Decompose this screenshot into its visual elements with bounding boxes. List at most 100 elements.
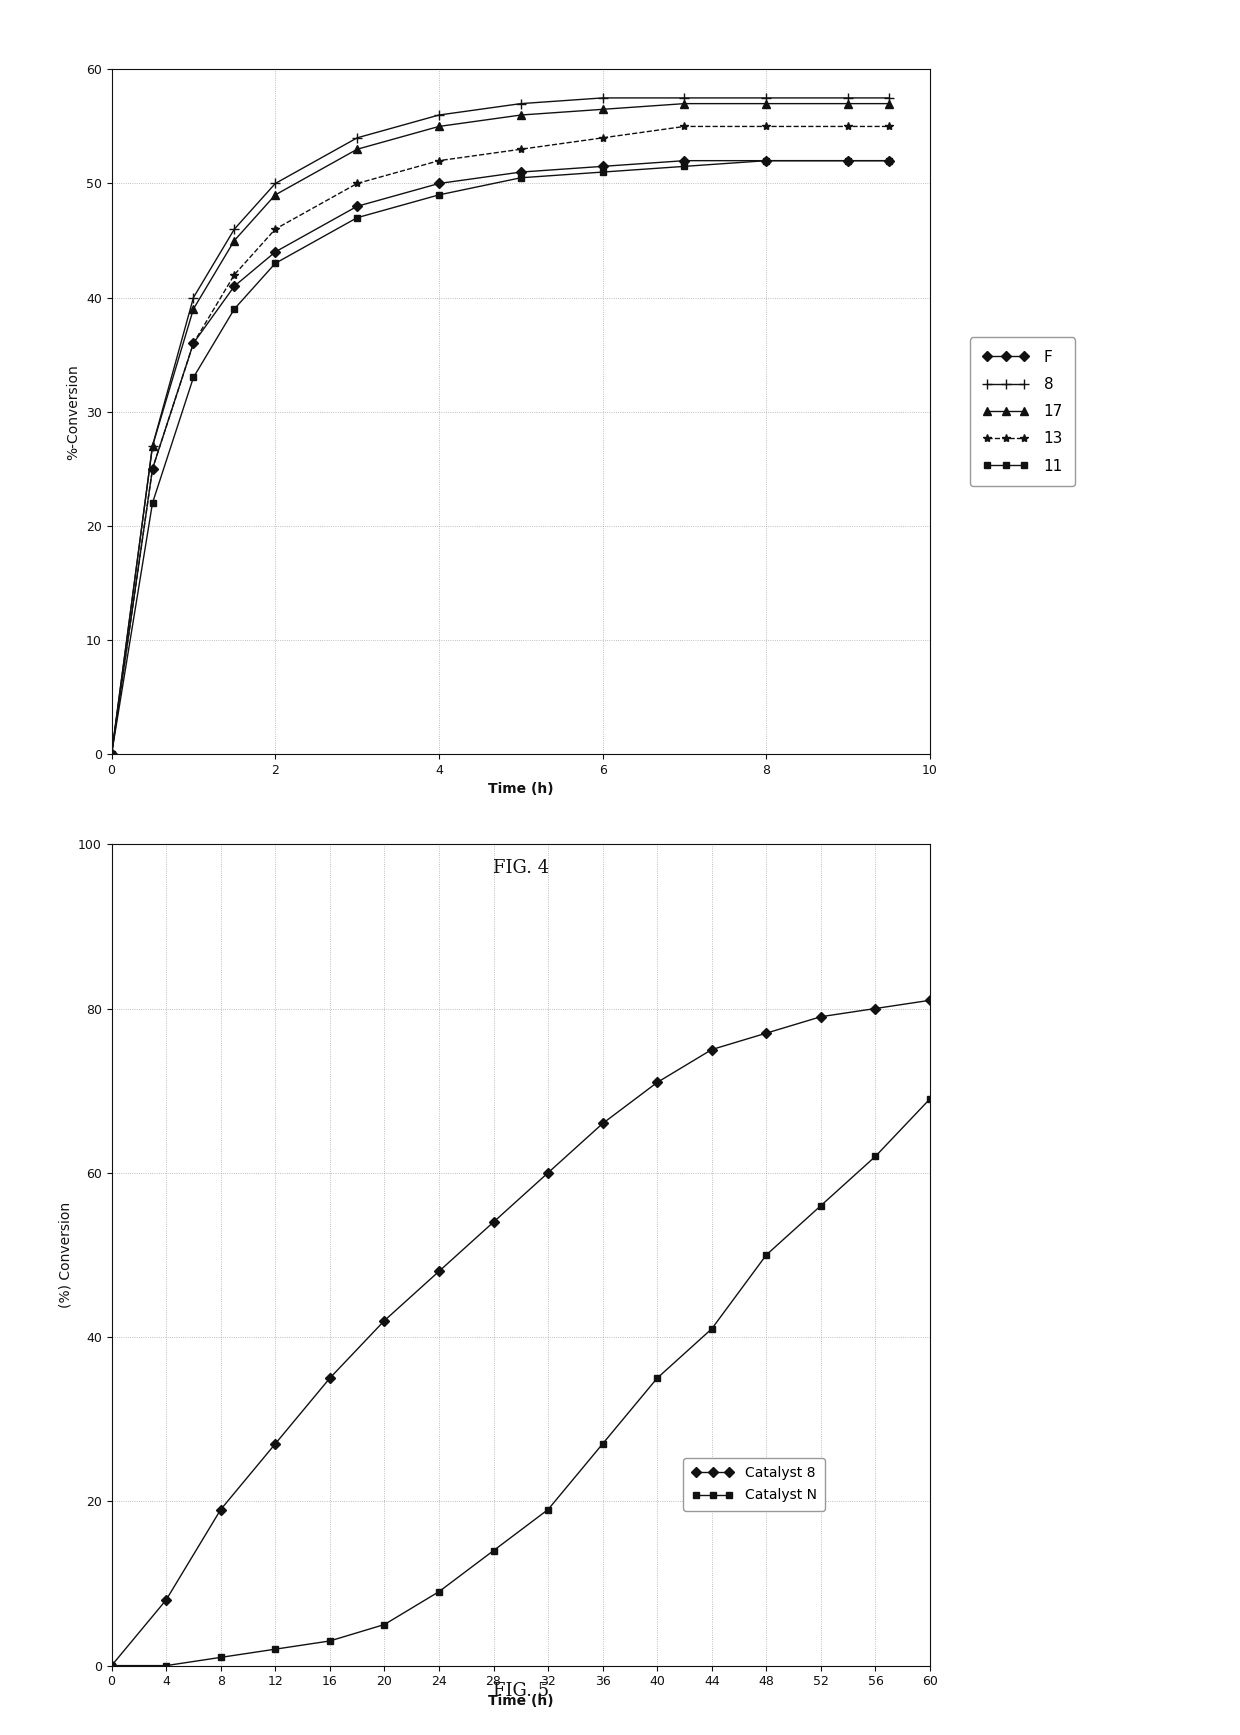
Y-axis label: (%) Conversion: (%) Conversion [58,1202,72,1308]
F [513,161,528,182]
13 [759,116,774,137]
F [186,333,201,354]
F [104,744,119,765]
8 [350,127,365,147]
Catalyst 8 [923,991,937,1012]
Catalyst N [650,1367,665,1388]
Catalyst N [377,1614,392,1634]
Line: Catalyst 8: Catalyst 8 [108,998,934,1669]
13 [104,744,119,765]
Text: FIG. 5: FIG. 5 [492,1683,549,1700]
X-axis label: Time (h): Time (h) [489,1693,553,1707]
11 [677,156,692,177]
8 [145,435,160,456]
Line: 8: 8 [107,94,894,758]
Line: 11: 11 [108,158,893,758]
Catalyst 8 [650,1072,665,1093]
11 [104,744,119,765]
11 [841,151,856,172]
Catalyst 8 [322,1367,337,1388]
Catalyst N [432,1581,446,1601]
11 [145,493,160,514]
8 [677,87,692,108]
17 [513,104,528,125]
13 [268,219,283,239]
11 [186,368,201,389]
Catalyst 8 [813,1006,828,1027]
17 [104,744,119,765]
11 [227,298,242,319]
Catalyst N [813,1195,828,1216]
Catalyst 8 [486,1211,501,1232]
F [841,151,856,172]
Catalyst N [268,1640,283,1660]
F [350,196,365,217]
X-axis label: Time (h): Time (h) [489,782,553,796]
Catalyst N [704,1319,719,1339]
Catalyst 8 [104,1655,119,1676]
13 [513,139,528,160]
17 [432,116,446,137]
F [882,151,897,172]
Catalyst N [868,1145,883,1166]
8 [104,744,119,765]
Catalyst 8 [704,1039,719,1060]
11 [882,151,897,172]
Catalyst 8 [759,1022,774,1043]
Line: 17: 17 [108,99,893,758]
Catalyst 8 [213,1499,228,1520]
13 [677,116,692,137]
17 [595,99,610,120]
13 [841,116,856,137]
8 [841,87,856,108]
F [145,458,160,479]
8 [759,87,774,108]
13 [145,458,160,479]
Catalyst 8 [541,1162,556,1183]
Catalyst N [322,1631,337,1652]
Catalyst N [159,1655,174,1676]
8 [268,174,283,194]
Catalyst N [759,1244,774,1265]
17 [145,435,160,456]
F [677,151,692,172]
Catalyst 8 [868,998,883,1018]
17 [186,298,201,319]
Catalyst 8 [268,1433,283,1454]
17 [227,231,242,252]
Legend: F, 8, 17, 13, 11: F, 8, 17, 13, 11 [971,338,1075,486]
11 [759,151,774,172]
Catalyst N [923,1088,937,1109]
13 [432,151,446,172]
13 [882,116,897,137]
11 [350,206,365,227]
17 [350,139,365,160]
F [268,241,283,262]
8 [513,94,528,115]
Catalyst 8 [595,1114,610,1135]
8 [227,219,242,239]
Catalyst N [486,1541,501,1562]
Catalyst 8 [432,1261,446,1282]
11 [268,253,283,274]
17 [677,94,692,115]
Line: F: F [108,158,893,758]
Line: 13: 13 [108,121,893,758]
11 [432,184,446,205]
Legend: Catalyst 8, Catalyst N: Catalyst 8, Catalyst N [683,1457,825,1511]
8 [186,288,201,309]
F [432,174,446,194]
17 [882,94,897,115]
Catalyst N [595,1433,610,1454]
Catalyst N [213,1647,228,1667]
F [595,156,610,177]
13 [595,127,610,147]
17 [268,184,283,205]
F [227,276,242,297]
Text: FIG. 4: FIG. 4 [492,859,549,876]
8 [595,87,610,108]
17 [841,94,856,115]
Catalyst N [541,1499,556,1520]
Y-axis label: %-Conversion: %-Conversion [66,364,81,460]
8 [432,104,446,125]
